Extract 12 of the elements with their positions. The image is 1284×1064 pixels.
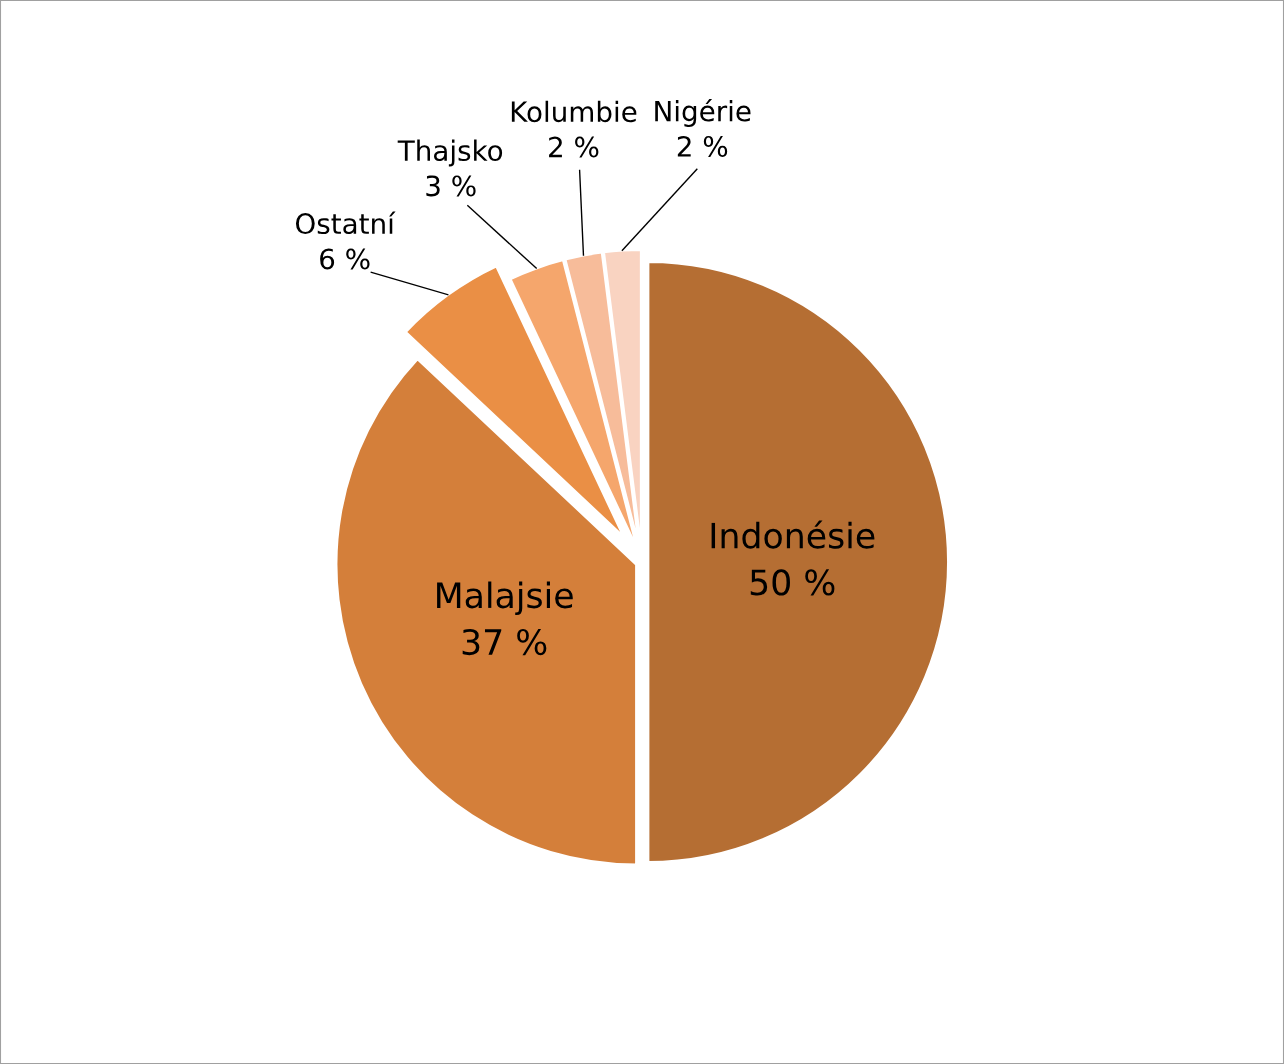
data-label: 50 % (750, 569, 835, 596)
slice-label: Indonésie (711, 520, 875, 549)
slice-label: Ostatní (295, 211, 396, 235)
data-label: 37 % (462, 628, 547, 656)
data-label: 2 % (677, 135, 728, 157)
data-label: 6 % (320, 248, 370, 270)
slice-label: Malajsie (437, 581, 573, 616)
slice-label: Nigérie (655, 98, 751, 127)
data-label: 3 % (426, 175, 476, 197)
slice-label: Thajsko (397, 139, 503, 167)
data-label: 2 % (549, 136, 599, 158)
slice-label: Kolumbie (511, 100, 637, 123)
